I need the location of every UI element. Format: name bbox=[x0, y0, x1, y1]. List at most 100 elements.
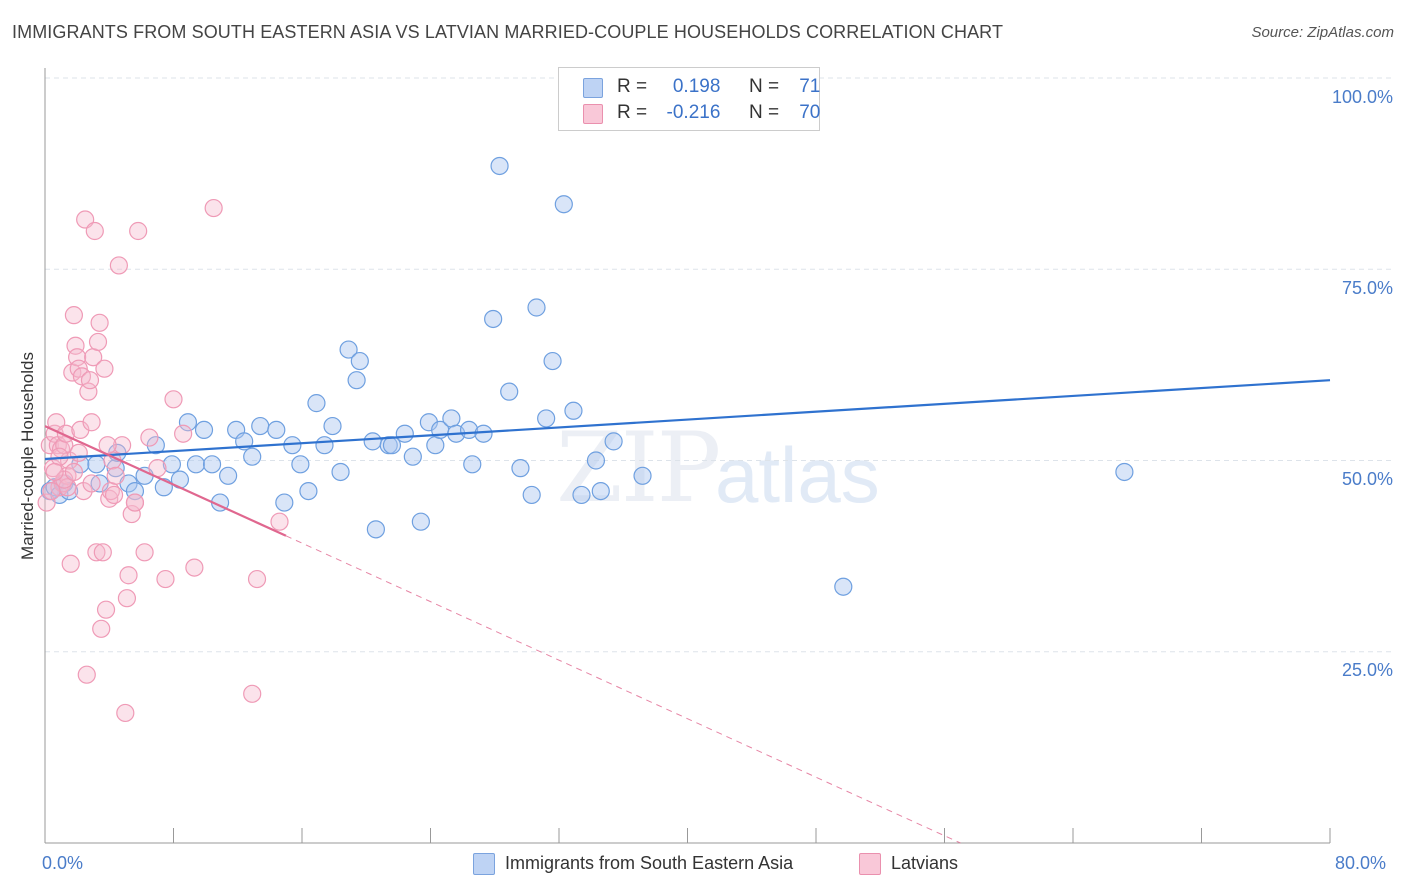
point-sea bbox=[1115, 462, 1134, 482]
point-sea bbox=[194, 420, 214, 439]
point-sea bbox=[522, 485, 541, 505]
point-sea bbox=[315, 436, 334, 455]
point-latvian bbox=[37, 493, 56, 512]
point-sea bbox=[474, 424, 493, 443]
y-tick-label-50: 50.0% bbox=[1341, 469, 1393, 489]
point-sea bbox=[243, 447, 262, 466]
legend-swatch-series1 bbox=[583, 78, 603, 98]
point-sea bbox=[267, 420, 286, 439]
point-sea bbox=[202, 455, 222, 474]
point-latvian bbox=[164, 390, 183, 409]
trend-line-sea bbox=[44, 379, 1331, 461]
point-sea bbox=[537, 409, 556, 428]
point-latvian bbox=[116, 703, 135, 723]
point-latvian bbox=[135, 543, 154, 562]
point-latvian bbox=[42, 482, 61, 501]
point-latvian bbox=[82, 474, 101, 493]
point-latvian bbox=[61, 554, 80, 573]
point-sea bbox=[347, 371, 366, 390]
point-sea bbox=[484, 309, 503, 329]
point-latvian bbox=[68, 348, 87, 367]
bottom-legend-label-series1: Immigrants from South Eastern Asia bbox=[505, 853, 794, 873]
point-latvian bbox=[55, 470, 74, 489]
point-sea bbox=[350, 351, 369, 371]
point-latvian bbox=[270, 512, 289, 531]
point-latvian bbox=[174, 424, 193, 443]
point-sea bbox=[162, 455, 181, 474]
point-latvian bbox=[85, 221, 104, 241]
point-sea bbox=[527, 298, 546, 317]
point-latvian bbox=[79, 382, 98, 401]
point-sea bbox=[564, 401, 583, 420]
legend-n-value: 71 bbox=[799, 76, 821, 97]
point-sea bbox=[411, 512, 430, 531]
point-sea bbox=[275, 493, 294, 512]
y-tick-label-75: 75.0% bbox=[1341, 278, 1393, 298]
point-sea bbox=[543, 351, 562, 371]
point-sea bbox=[586, 451, 606, 470]
legend-swatch-series2 bbox=[583, 104, 603, 124]
point-latvian bbox=[119, 566, 138, 585]
y-axis-title: Married-couple Households bbox=[18, 352, 37, 560]
point-sea bbox=[633, 466, 652, 485]
point-latvian bbox=[77, 665, 96, 684]
point-sea bbox=[500, 382, 519, 401]
point-latvian bbox=[243, 684, 262, 703]
legend-r-label: R = bbox=[617, 76, 648, 97]
point-sea bbox=[339, 340, 358, 359]
point-latvian bbox=[129, 221, 148, 241]
point-sea bbox=[251, 416, 270, 436]
point-sea bbox=[442, 409, 461, 428]
point-latvian bbox=[92, 619, 111, 638]
point-sea bbox=[331, 462, 350, 482]
point-latvian bbox=[80, 371, 100, 390]
source-label: Source: ZipAtlas.com bbox=[1251, 24, 1394, 41]
correlation-legend: R = 0.198 N = 71 R = -0.216 N = 70 bbox=[558, 67, 820, 131]
point-latvian bbox=[156, 569, 175, 589]
point-latvian bbox=[95, 359, 114, 378]
point-latvian bbox=[125, 493, 145, 512]
point-latvian bbox=[104, 485, 124, 505]
point-sea bbox=[87, 455, 106, 474]
legend-n-label: N = bbox=[748, 76, 780, 97]
bottom-legend-swatch-series1 bbox=[473, 853, 495, 875]
point-sea bbox=[299, 482, 318, 501]
point-sea bbox=[604, 432, 623, 451]
x-tick-label-max: 80.0% bbox=[1335, 853, 1387, 873]
point-sea bbox=[219, 466, 238, 485]
point-sea bbox=[426, 436, 445, 455]
point-latvian bbox=[88, 332, 108, 352]
point-sea bbox=[490, 156, 509, 176]
point-latvian bbox=[93, 543, 112, 562]
point-latvian bbox=[45, 462, 64, 482]
point-sea bbox=[363, 432, 382, 451]
point-sea bbox=[403, 447, 422, 466]
point-latvian bbox=[82, 413, 101, 432]
point-latvian bbox=[106, 466, 125, 485]
point-sea bbox=[395, 424, 414, 443]
legend-n-label: N = bbox=[748, 102, 780, 123]
watermark-atlas: atlas bbox=[715, 431, 880, 519]
point-latvian bbox=[87, 543, 106, 562]
chart-title: IMMIGRANTS FROM SOUTH EASTERN ASIA VS LA… bbox=[12, 22, 1004, 42]
point-sea bbox=[463, 455, 482, 474]
legend-n-value: 70 bbox=[799, 102, 821, 123]
trend-line-latvian bbox=[44, 425, 287, 537]
x-tick-label-min: 0.0% bbox=[42, 853, 84, 873]
point-sea bbox=[834, 577, 853, 596]
point-latvian bbox=[117, 589, 137, 608]
point-latvian bbox=[247, 569, 267, 589]
point-latvian bbox=[69, 443, 88, 462]
point-latvian bbox=[140, 428, 159, 447]
point-latvian bbox=[185, 558, 204, 577]
point-sea bbox=[366, 520, 385, 539]
point-sea bbox=[554, 195, 573, 214]
point-latvian bbox=[122, 504, 141, 524]
point-sea bbox=[511, 459, 530, 478]
point-latvian bbox=[90, 313, 109, 332]
point-sea bbox=[323, 416, 342, 436]
point-latvian bbox=[64, 306, 84, 325]
bottom-legend-label-series2: Latvians bbox=[891, 853, 959, 873]
point-latvian bbox=[109, 256, 128, 275]
